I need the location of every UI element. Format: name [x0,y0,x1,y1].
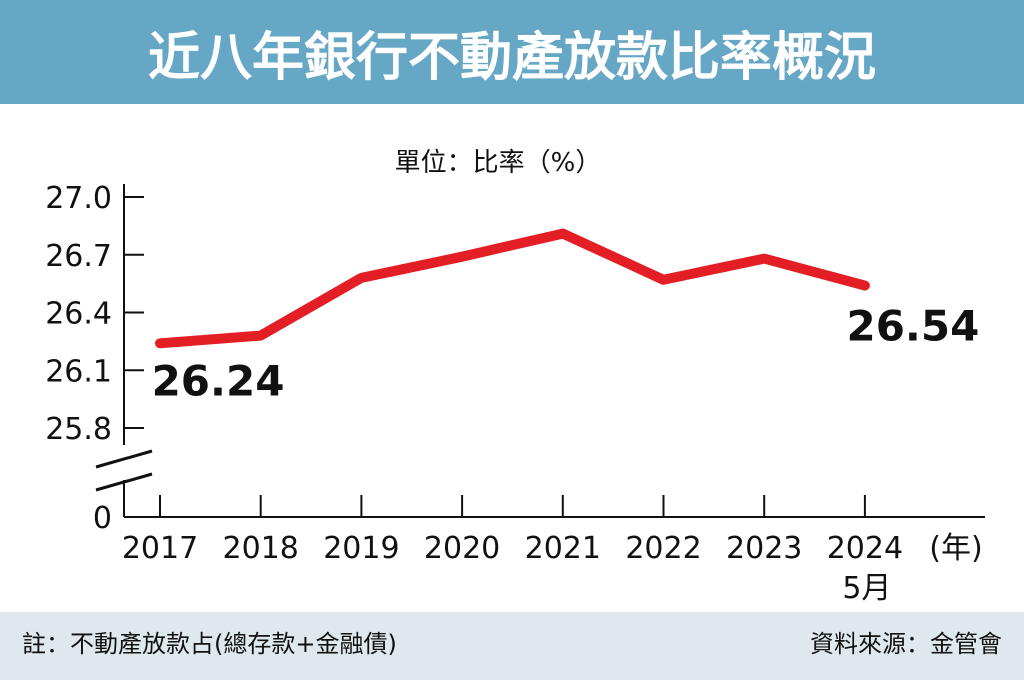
data-label: 26.24 [152,356,285,405]
x-tick-label: 2022 [625,531,701,566]
x-ticks: 2017 2018 2019 2020 2021 2022 2023 2024 5月 [122,495,903,606]
x-tick-label: 2017 [122,531,198,566]
header-bar [0,0,1024,104]
x-tick-sublabel: 5月 [842,571,891,606]
y-ticks: 27.0 26.7 26.4 26.1 25.8 0 [45,181,144,536]
data-label: 26.54 [846,302,979,351]
y-tick-label: 26.4 [45,297,112,332]
x-tick-label: 2019 [323,531,399,566]
y-tick-label: 25.8 [45,412,112,447]
x-tick-label: 2020 [424,531,500,566]
y-tick-label: 26.1 [45,354,112,389]
x-tick-label: 2018 [223,531,299,566]
footnote: 註：不動產放款占(總存款+金融債) [22,630,397,658]
x-tick-label: 2021 [525,531,601,566]
chart-title: 近八年銀行不動產放款比率概況 [148,28,876,88]
y-tick-label: 0 [93,501,112,536]
axis-break-icon [95,449,153,492]
series-line [155,228,870,349]
x-tick-label: 2024 [827,531,903,566]
footer-bar [0,612,1024,680]
x-unit-label: (年) [929,531,982,566]
series-group [155,228,870,349]
annotations: 26.24 26.54 [152,302,980,406]
unit-label: 單位：比率（%） [395,148,602,178]
source-label: 資料來源：金管會 [810,630,1002,658]
y-tick-label: 27.0 [45,181,112,216]
x-tick-label: 2023 [726,531,802,566]
y-tick-label: 26.7 [45,239,112,274]
